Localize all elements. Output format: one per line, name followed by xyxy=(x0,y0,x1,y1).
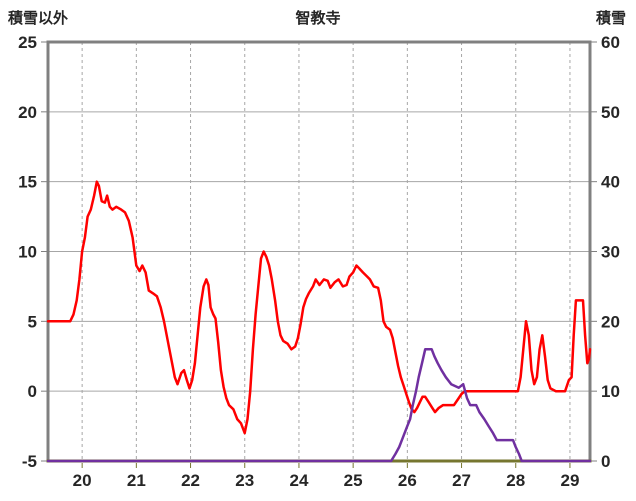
y-left-tick-label: 15 xyxy=(18,173,37,192)
x-tick-label: 25 xyxy=(344,471,363,490)
sekisetsu-line xyxy=(46,348,592,463)
x-tick-label: 28 xyxy=(506,471,525,490)
x-tick-label: 24 xyxy=(289,471,308,490)
x-tick-label: 29 xyxy=(560,471,579,490)
y-right-tick-label: 20 xyxy=(601,312,620,331)
y-right-tick-label: 40 xyxy=(601,173,620,192)
left-axis-title: 積雪以外 xyxy=(8,10,69,27)
y-left-tick-label: 25 xyxy=(18,33,37,52)
y-right-tick-label: 30 xyxy=(601,243,620,262)
x-tick-label: 20 xyxy=(73,471,92,490)
x-tick-label: 21 xyxy=(127,471,146,490)
y-right-tick-label: 0 xyxy=(601,452,610,471)
y-left-tick-label: 10 xyxy=(18,243,37,262)
sekisetsu-igai-line xyxy=(46,180,592,435)
chart-title: 智教寺 xyxy=(295,10,341,27)
y-left-tick-label: 5 xyxy=(28,312,37,331)
y-right-tick-label: 50 xyxy=(601,103,620,122)
y-left-tick-label: 20 xyxy=(18,103,37,122)
y-left-tick-label: -5 xyxy=(22,452,37,471)
x-tick-label: 26 xyxy=(398,471,417,490)
y-right-tick-label: 60 xyxy=(601,33,620,52)
x-tick-label: 23 xyxy=(235,471,254,490)
x-tick-label: 22 xyxy=(181,471,200,490)
y-left-tick-label: 0 xyxy=(28,382,37,401)
y-right-tick-label: 10 xyxy=(601,382,620,401)
x-tick-label: 27 xyxy=(452,471,471,490)
right-axis-title: 積雪 xyxy=(595,10,626,27)
